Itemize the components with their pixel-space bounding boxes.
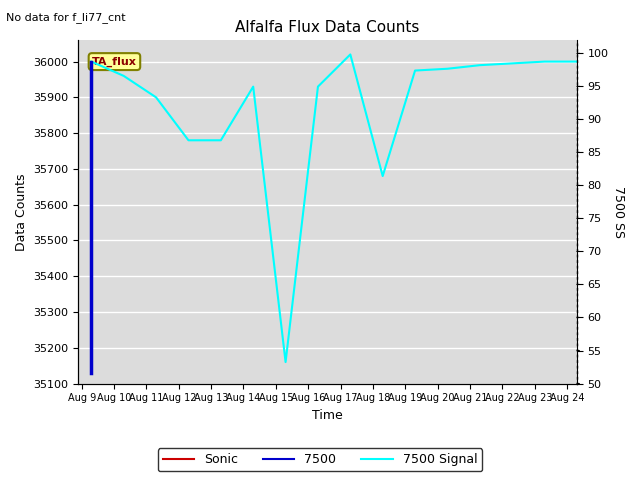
7500 Signal [217, 137, 225, 143]
7500 Signal [152, 95, 160, 100]
7500 Signal [346, 51, 354, 57]
7500 Signal [250, 84, 257, 89]
Title: Alfalfa Flux Data Counts: Alfalfa Flux Data Counts [236, 20, 420, 35]
Text: No data for f_li77_cnt: No data for f_li77_cnt [6, 12, 126, 23]
7500 Signal [184, 137, 192, 143]
7500 Signal [573, 59, 580, 64]
7500 Signal [476, 62, 484, 68]
7500 Signal [541, 59, 548, 64]
Y-axis label: 7500 SS: 7500 SS [612, 186, 625, 238]
Y-axis label: Data Counts: Data Counts [15, 173, 28, 251]
7500 Signal [379, 173, 387, 179]
7500 Signal [120, 73, 127, 79]
7500 Signal [282, 359, 289, 365]
7500 Signal [508, 60, 516, 66]
7500 Signal [88, 59, 95, 64]
Text: TA_flux: TA_flux [92, 57, 137, 67]
X-axis label: Time: Time [312, 409, 343, 422]
7500 Signal [314, 84, 322, 89]
Line: 7500 Signal: 7500 Signal [92, 54, 577, 362]
7500 Signal [444, 66, 451, 72]
Legend: Sonic, 7500, 7500 Signal: Sonic, 7500, 7500 Signal [158, 448, 482, 471]
7500 Signal [412, 68, 419, 73]
